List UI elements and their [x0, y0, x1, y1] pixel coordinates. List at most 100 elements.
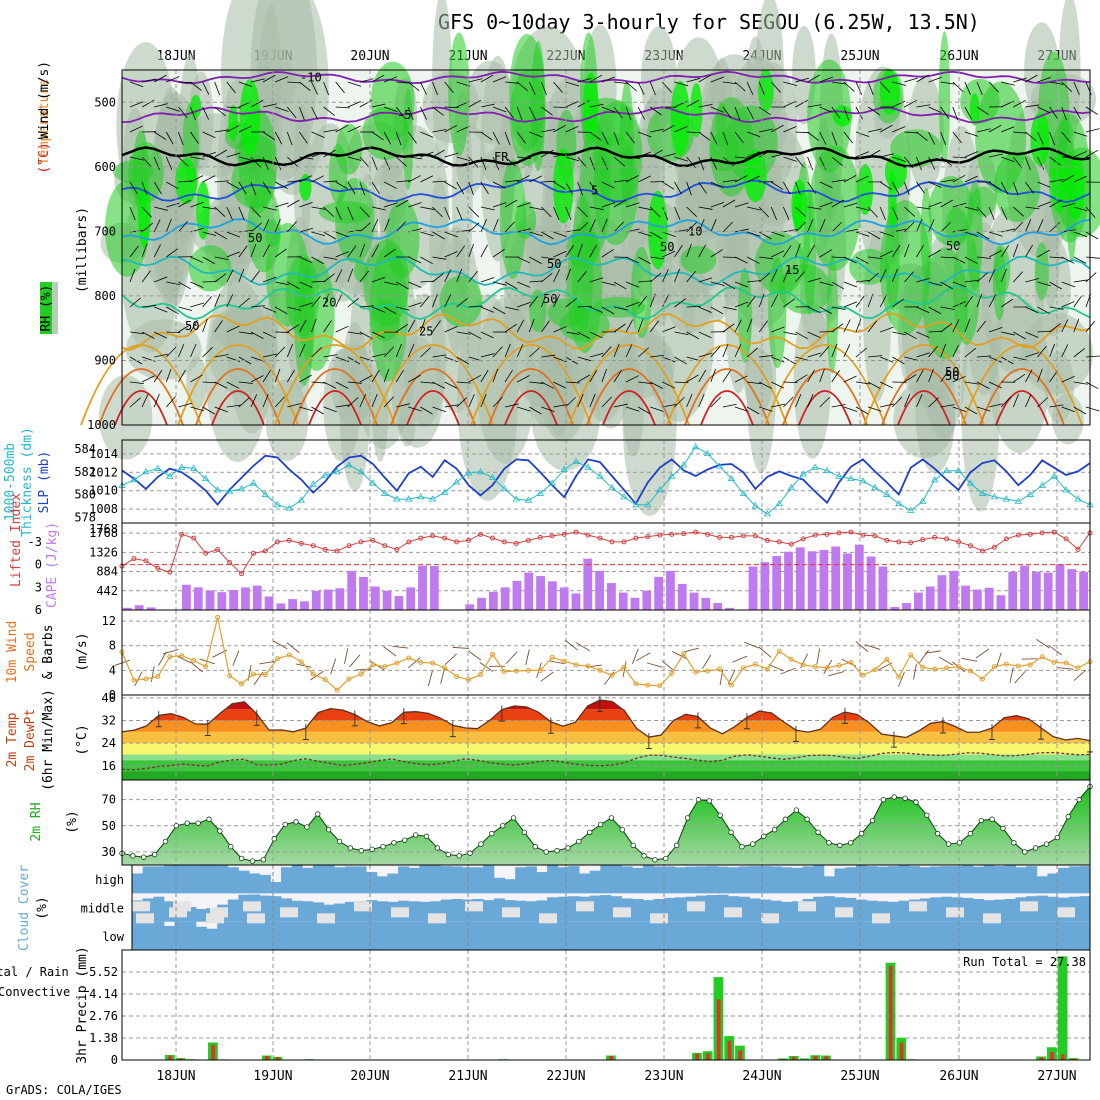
- wind-barb: [1037, 156, 1045, 170]
- wind-barb: [359, 156, 370, 168]
- wind-barb: [613, 81, 628, 84]
- panel-frame: [121, 949, 1091, 1061]
- wind-barb: [662, 294, 670, 308]
- rh-shading: [793, 300, 832, 459]
- wind-barb: [432, 180, 447, 183]
- lifted-index-point: [298, 540, 304, 546]
- wind-barb: [964, 295, 974, 308]
- wind-barb: [1025, 306, 1039, 314]
- wind-barb: [843, 319, 851, 333]
- wind-barb: [1036, 638, 1050, 649]
- wind-barb: [359, 243, 366, 258]
- rh-point: [1054, 834, 1061, 841]
- wind-barb: [904, 331, 917, 340]
- cape-bar: [276, 603, 286, 610]
- rh-contour-label: 50: [547, 257, 561, 271]
- cape-bar: [500, 587, 510, 610]
- wind-barb: [771, 81, 781, 93]
- dewpoint-line: [121, 751, 1091, 771]
- cloud-cover-bar: [430, 901, 442, 922]
- wind-barb: [964, 256, 978, 264]
- rh-shading-moist: [328, 144, 348, 204]
- rh-point: [1032, 845, 1039, 851]
- wind-barb: [1013, 77, 1027, 83]
- wind-barb: [892, 298, 904, 308]
- cloud-axis-label: Cloud Cover: [17, 865, 32, 951]
- thickness-point: [405, 495, 413, 502]
- cloud-cover-bar: [366, 872, 378, 894]
- wind-barb: [408, 302, 422, 308]
- wind-barb: [780, 667, 796, 675]
- wind-barb: [601, 218, 608, 233]
- wind-barb: [525, 649, 530, 666]
- wind-barb: [1061, 229, 1076, 233]
- wind-barb: [879, 206, 886, 221]
- wind-barb: [613, 281, 627, 290]
- precip-total-label: Total / Rain: [0, 965, 69, 979]
- wind-speed-point: [418, 659, 424, 665]
- wind-barb: [287, 81, 302, 84]
- cloud-cover-bar: [951, 921, 963, 950]
- wind-barbs-label: & Barbs: [41, 625, 56, 680]
- wind-barb: [541, 272, 553, 283]
- wind-barb: [480, 103, 495, 108]
- rh-point: [978, 817, 984, 824]
- wind-barb: [1012, 156, 1023, 169]
- rh-shading-saturated: [857, 164, 874, 215]
- wind-barb: [904, 156, 914, 169]
- rh-point: [521, 829, 528, 836]
- wind-barb: [625, 202, 640, 208]
- wind-barb: [807, 206, 822, 210]
- wind-barb: [480, 277, 495, 283]
- wind-barb: [165, 156, 173, 170]
- wind-barb: [214, 231, 228, 240]
- wind-barb: [153, 156, 160, 171]
- wind-barb: [613, 323, 626, 333]
- wind-barb: [286, 343, 294, 358]
- cloud-cover-bar: [195, 926, 207, 950]
- wind-barb: [456, 298, 468, 308]
- rh-point: [1043, 841, 1050, 847]
- rh-point: [837, 842, 843, 849]
- rh-point: [151, 851, 158, 858]
- thickness-point: [142, 468, 150, 475]
- wind-barb: [1013, 131, 1028, 134]
- wind-barb: [347, 101, 361, 108]
- cape-bar: [854, 544, 864, 610]
- wind-barb: [250, 305, 265, 308]
- wind-barb: [226, 124, 240, 133]
- wind-barb: [626, 156, 641, 159]
- wind-barb: [226, 152, 241, 158]
- wind-barb: [589, 369, 598, 383]
- rh-contour-label: 50: [946, 239, 960, 253]
- rh-point: [532, 843, 539, 850]
- wind-barb: [722, 403, 737, 408]
- wind-barb: [553, 124, 566, 133]
- wind-barb: [250, 156, 261, 168]
- rh-point: [293, 819, 299, 825]
- wind-barb: [638, 206, 652, 211]
- cloud-cover-bar: [760, 866, 772, 894]
- wind-barb: [662, 381, 676, 389]
- wind-barb: [988, 356, 1003, 363]
- cloud-cover-bar: [706, 866, 718, 894]
- wind-barb: [347, 206, 354, 221]
- wind-barb: [613, 306, 628, 311]
- wind-barb: [275, 76, 289, 83]
- cape-bar: [536, 576, 545, 610]
- wind-barb: [988, 250, 1002, 258]
- wind-barb: [828, 671, 845, 677]
- wind-barb: [456, 268, 463, 283]
- wind-barb: [440, 668, 446, 684]
- rh-point: [597, 821, 604, 828]
- wind-barb: [190, 175, 204, 183]
- cloud-cover-bar: [227, 899, 239, 922]
- wind-barb: [541, 256, 556, 260]
- wind-barb: [444, 356, 458, 363]
- wind-barb: [1085, 406, 1100, 412]
- thickness-point: [381, 489, 389, 496]
- wind-barb: [468, 374, 482, 383]
- cloud-gap: [872, 913, 890, 924]
- wind-barb: [892, 126, 906, 133]
- wind-barb: [686, 99, 700, 108]
